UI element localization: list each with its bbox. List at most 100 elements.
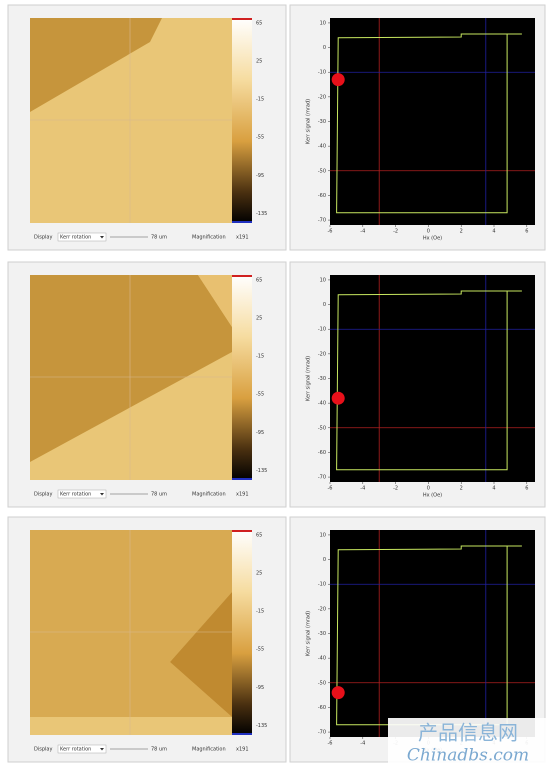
domain: [30, 275, 232, 462]
x-tick-label: 6: [525, 486, 528, 492]
y-tick-label: -20: [318, 606, 326, 612]
display-label: Display: [34, 747, 52, 753]
colorbar-tick-label: 65: [256, 20, 262, 26]
dropdown-arrow: [100, 493, 104, 496]
x-axis-label: Hx (Oe): [423, 236, 442, 242]
dropdown-value: Kerr rotation: [60, 747, 91, 753]
dropdown-value: Kerr rotation: [60, 235, 91, 241]
field-marker: [331, 73, 345, 87]
y-axis-label: Kerr signal (mrad): [306, 611, 312, 656]
colorbar-tick-label: -15: [256, 354, 264, 360]
y-tick-label: -20: [318, 351, 326, 357]
colorbar-bottom: [232, 733, 252, 735]
scale-label: 78 um: [151, 235, 167, 241]
colorbar: [232, 18, 252, 223]
colorbar-tick-label: -55: [256, 392, 264, 398]
y-tick-label: -70: [318, 218, 326, 224]
watermark-en: Chinadbs.com: [407, 746, 529, 766]
watermark-cn: 产品信息网: [418, 721, 518, 745]
y-tick-label: -60: [318, 450, 326, 456]
x-tick-label: 6: [525, 229, 528, 235]
y-tick-label: -40: [318, 656, 326, 662]
colorbar-tick-label: -15: [256, 97, 264, 103]
y-axis-label: Kerr signal (mrad): [306, 356, 312, 401]
dropdown[interactable]: [57, 744, 107, 754]
watermark-bg: [388, 718, 548, 766]
y-tick-label: -20: [318, 94, 326, 100]
colorbar-bottom: [232, 221, 252, 223]
dropdown[interactable]: [57, 232, 107, 242]
x-tick-label: -4: [360, 486, 365, 492]
x-tick-label: -6: [328, 741, 333, 747]
magnification-value: x191: [236, 492, 249, 498]
scale-label: 78 um: [151, 747, 167, 753]
y-tick-label: 10: [320, 532, 326, 538]
colorbar-top: [232, 18, 252, 20]
magnification-label: Magnification: [192, 235, 226, 241]
colorbar-tick-label: 65: [256, 532, 262, 538]
y-tick-label: -50: [318, 168, 326, 174]
colorbar-tick-label: 25: [256, 570, 262, 576]
dropdown-arrow: [100, 236, 104, 239]
plot-area: [330, 18, 535, 225]
colorbar: [232, 275, 252, 480]
display-label: Display: [34, 235, 52, 241]
x-axis-label: Hx (Oe): [423, 493, 442, 499]
x-tick-label: 2: [460, 229, 463, 235]
domain: [30, 530, 232, 717]
field-marker: [331, 391, 345, 405]
x-tick-label: -4: [360, 229, 365, 235]
magnification-label: Magnification: [192, 492, 226, 498]
magnification-value: x191: [236, 235, 249, 241]
y-tick-label: -60: [318, 193, 326, 199]
dropdown[interactable]: [57, 489, 107, 499]
y-tick-label: -60: [318, 705, 326, 711]
plot-area: [330, 275, 535, 482]
colorbar-tick-label: -135: [256, 468, 267, 474]
y-tick-label: 10: [320, 277, 326, 283]
y-tick-label: -40: [318, 401, 326, 407]
colorbar-tick-label: 65: [256, 277, 262, 283]
domain: [30, 18, 162, 112]
dropdown-value: Kerr rotation: [60, 492, 91, 498]
domain: [170, 592, 232, 717]
dropdown-arrow: [100, 748, 104, 751]
colorbar-tick-label: 25: [256, 315, 262, 321]
y-tick-label: -30: [318, 376, 326, 382]
colorbar: [232, 530, 252, 735]
colorbar-tick-label: -95: [256, 685, 264, 691]
colorbar-tick-label: -95: [256, 173, 264, 179]
y-tick-label: -10: [318, 327, 326, 333]
x-tick-label: 2: [460, 486, 463, 492]
y-axis-label: Kerr signal (mrad): [306, 99, 312, 144]
x-tick-label: -6: [328, 229, 333, 235]
colorbar-tick-label: -55: [256, 135, 264, 141]
x-tick-label: 0: [427, 486, 430, 492]
root: 65 25 -15 -55 -95 -135 Display Kerr rotation 78 …: [7, 4, 546, 763]
x-tick-label: -2: [393, 229, 398, 235]
y-tick-label: -30: [318, 119, 326, 125]
y-tick-label: 0: [323, 557, 326, 563]
x-tick-label: 4: [492, 229, 495, 235]
y-tick-label: -40: [318, 144, 326, 150]
colorbar-tick-label: -95: [256, 430, 264, 436]
y-tick-label: -10: [318, 582, 326, 588]
colorbar-top: [232, 275, 252, 277]
hysteresis-loop: [336, 33, 522, 214]
x-tick-label: -4: [360, 741, 365, 747]
display-label: Display: [34, 492, 52, 498]
y-tick-label: 0: [323, 302, 326, 308]
y-tick-label: -30: [318, 631, 326, 637]
magnification-label: Magnification: [192, 747, 226, 753]
y-tick-label: -50: [318, 680, 326, 686]
x-tick-label: 0: [427, 229, 430, 235]
colorbar-bottom: [232, 478, 252, 480]
panel: 65 25 -15 -55 -95 -135 Display Kerr rotation 78 …: [7, 4, 546, 251]
plot-area: [330, 530, 535, 737]
x-tick-label: -2: [393, 486, 398, 492]
y-tick-label: -70: [318, 475, 326, 481]
y-tick-label: 10: [320, 20, 326, 26]
x-tick-label: -6: [328, 486, 333, 492]
hysteresis-loop: [336, 290, 522, 471]
magnification-value: x191: [236, 747, 249, 753]
